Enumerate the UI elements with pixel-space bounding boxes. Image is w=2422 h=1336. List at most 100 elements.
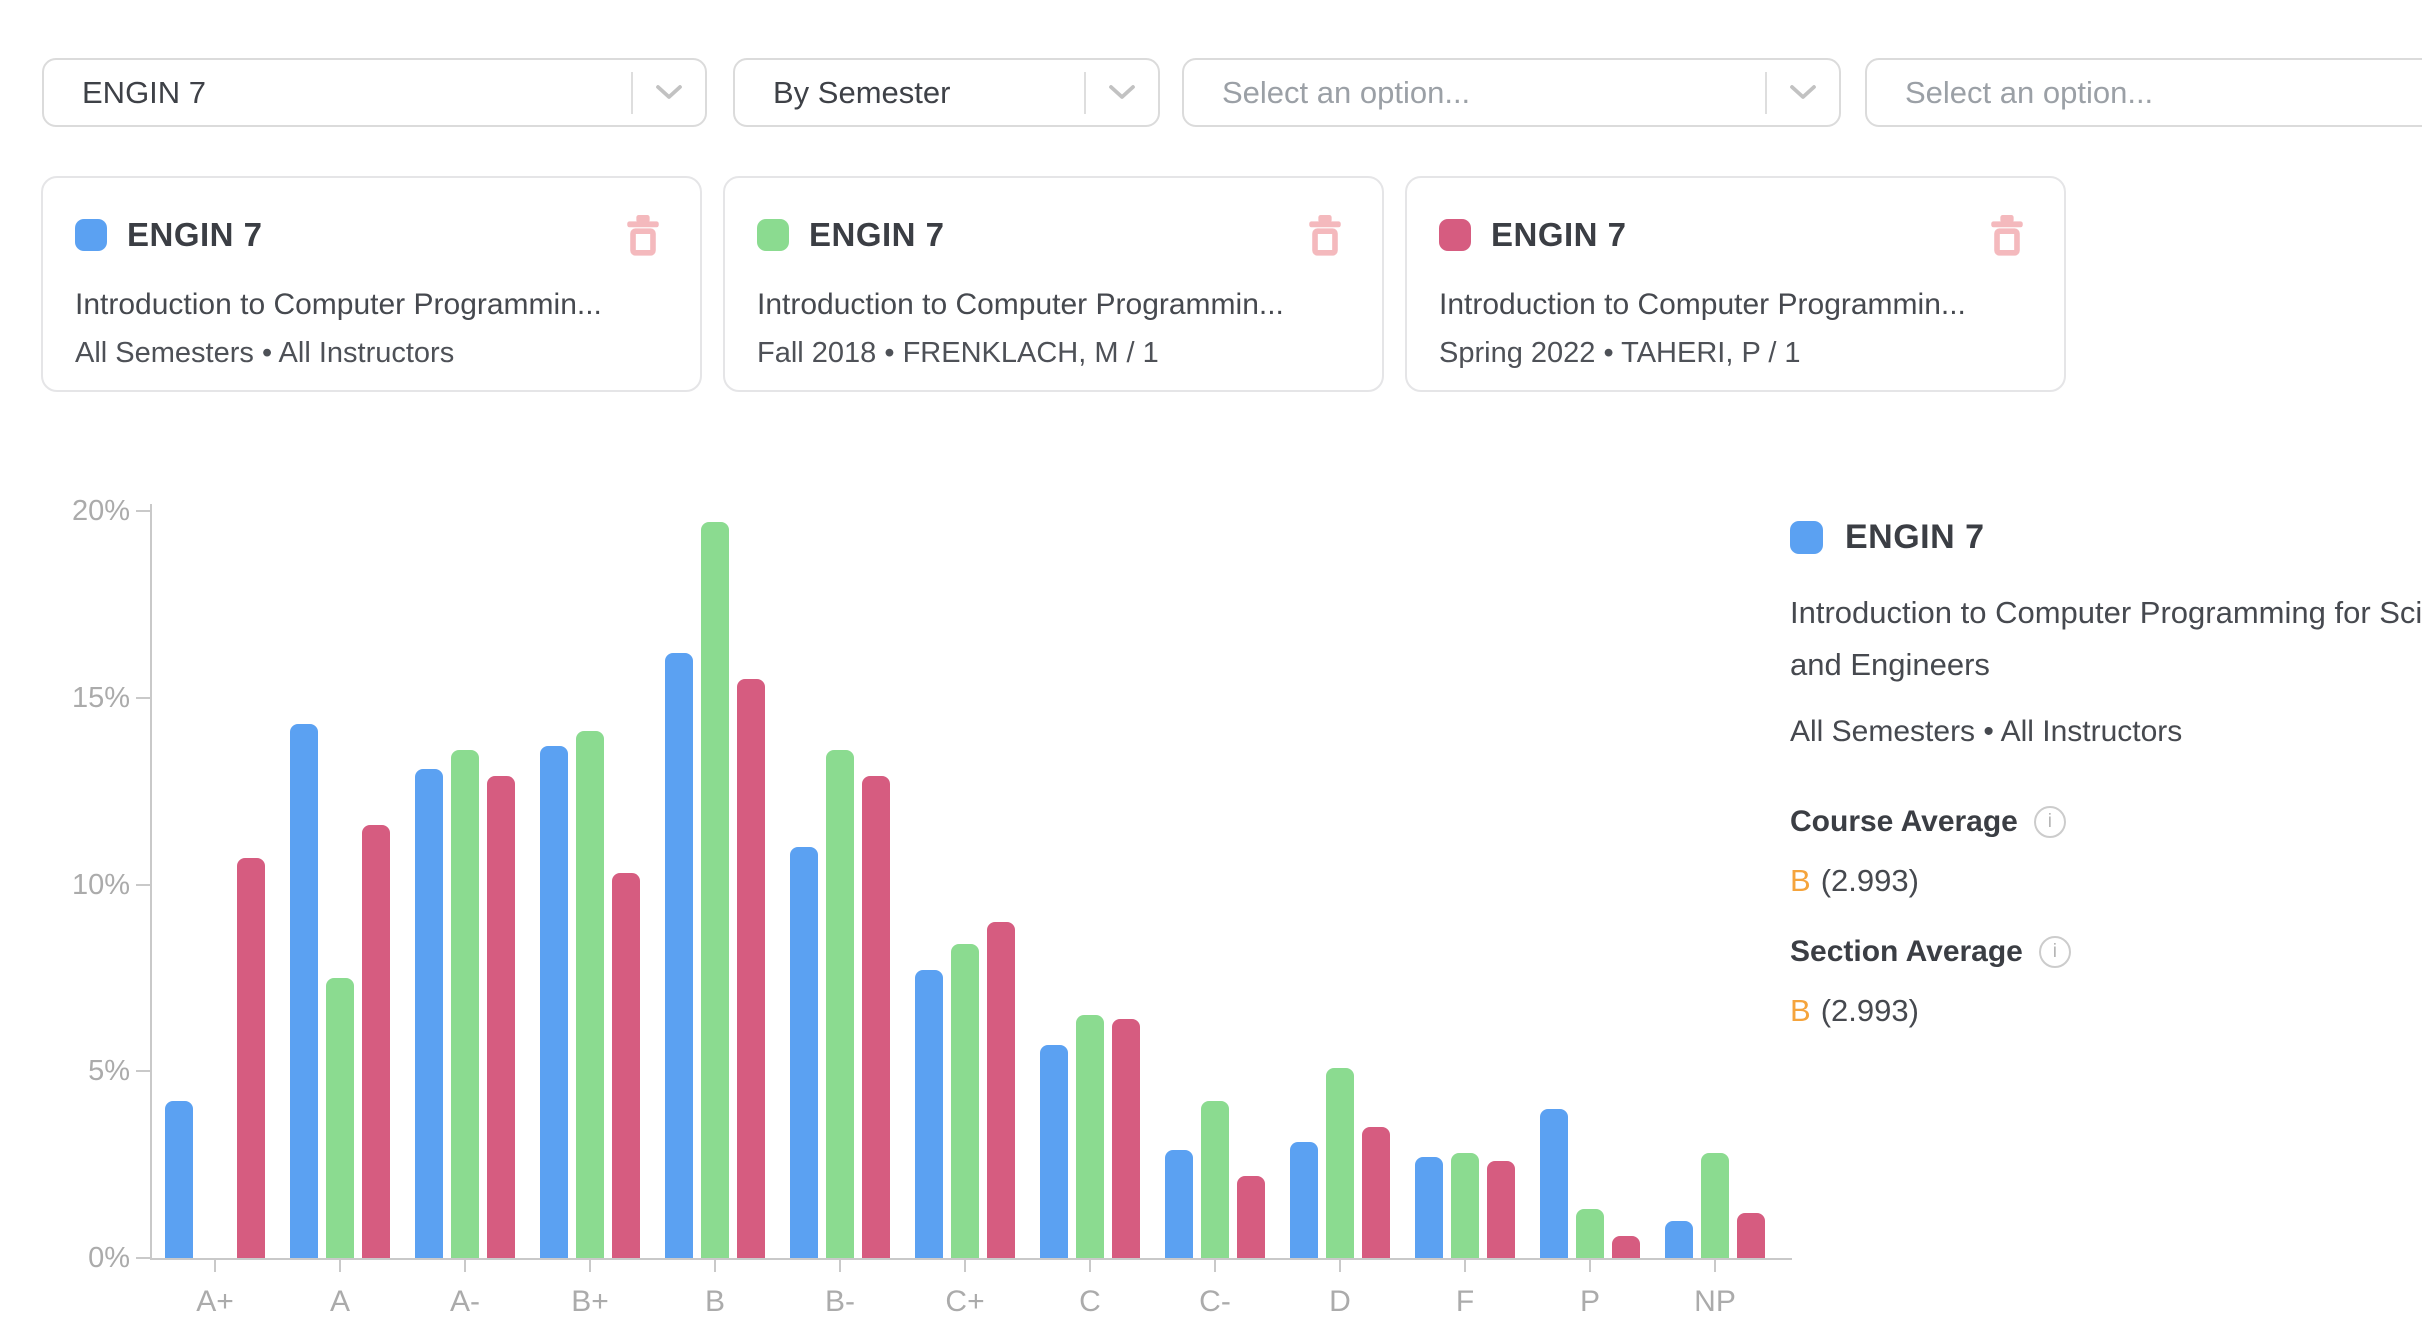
course-average-value: B (2.993)	[1790, 863, 2422, 899]
bar-F-series0[interactable]	[1415, 1157, 1443, 1258]
bar-C--series2[interactable]	[1237, 1176, 1265, 1258]
bar-A-series1[interactable]	[326, 978, 354, 1258]
course-filter-summary: Spring 2022 • TAHERI, P / 1	[1439, 337, 1801, 369]
bar-C--series1[interactable]	[1201, 1101, 1229, 1258]
y-axis-tick-label: 15%	[71, 681, 130, 714]
course-card-all-semesters[interactable]: ENGIN 7 Introduction to Computer Program…	[41, 176, 702, 392]
info-icon[interactable]: i	[2033, 806, 2066, 838]
x-axis-tick-label: P	[1579, 1285, 1600, 1318]
x-axis-tick	[964, 1260, 966, 1272]
bar-NP-series2[interactable]	[1737, 1213, 1765, 1258]
bar-B-series0[interactable]	[665, 653, 693, 1258]
section-average-grade-letter: B	[1790, 993, 1811, 1028]
x-axis-tick	[1214, 1260, 1216, 1272]
bar-A--series2[interactable]	[487, 776, 515, 1258]
course-code: ENGIN 7	[809, 216, 945, 253]
x-axis-tick-label: A+	[196, 1285, 234, 1318]
x-axis-tick	[1089, 1260, 1091, 1272]
trash-icon	[1986, 215, 2028, 261]
dropdown-divider	[1765, 71, 1767, 114]
bar-C--series0[interactable]	[1165, 1150, 1193, 1258]
x-axis-tick	[1589, 1260, 1591, 1272]
bar-NP-series0[interactable]	[1665, 1221, 1693, 1258]
y-axis-line	[150, 504, 152, 1260]
option-dropdown-1[interactable]: Select an option...	[1182, 58, 1841, 127]
y-axis-tick	[136, 883, 150, 886]
bar-C+-series0[interactable]	[915, 970, 943, 1258]
bar-C+-series2[interactable]	[987, 922, 1015, 1258]
chevron-down-icon[interactable]	[1086, 84, 1158, 101]
x-axis-tick-label: B-	[825, 1285, 855, 1318]
bar-A--series1[interactable]	[451, 750, 479, 1258]
bar-A-series0[interactable]	[290, 724, 318, 1258]
bar-B+-series1[interactable]	[576, 731, 604, 1258]
bar-F-series1[interactable]	[1451, 1153, 1479, 1258]
bar-C+-series1[interactable]	[951, 944, 979, 1258]
course-card-spring-2022[interactable]: ENGIN 7 Introduction to Computer Program…	[1405, 176, 2066, 392]
x-axis-tick	[464, 1260, 466, 1272]
bar-B--series2[interactable]	[862, 776, 890, 1258]
course-card-fall-2018[interactable]: ENGIN 7 Introduction to Computer Program…	[723, 176, 1384, 392]
course-code: ENGIN 7	[127, 216, 263, 253]
option-dropdown-2-placeholder: Select an option...	[1905, 74, 2154, 110]
y-axis-tick-label: 5%	[88, 1055, 130, 1088]
course-info-panel: ENGIN 7 Introduction to Computer Program…	[1790, 518, 2422, 1029]
option-dropdown-2[interactable]: Select an option...	[1865, 58, 2422, 127]
bar-C-series0[interactable]	[1040, 1045, 1068, 1258]
course-dropdown-value: ENGIN 7	[82, 74, 207, 110]
bar-C-series2[interactable]	[1112, 1019, 1140, 1258]
chevron-down-icon[interactable]	[633, 84, 705, 101]
bar-A--series0[interactable]	[415, 769, 443, 1258]
remove-course-button[interactable]	[1304, 212, 1346, 258]
bar-B+-series0[interactable]	[540, 746, 568, 1258]
course-card-header: ENGIN 7	[75, 212, 668, 258]
bar-B-series2[interactable]	[737, 679, 765, 1258]
bar-A+-series0[interactable]	[165, 1101, 193, 1258]
course-average-gpa: (2.993)	[1820, 863, 1919, 898]
course-full-title-line2: and Engineers	[1790, 647, 1990, 682]
bar-B-series1[interactable]	[701, 522, 729, 1258]
x-axis-tick	[839, 1260, 841, 1272]
course-card-header: ENGIN 7	[757, 212, 1350, 258]
course-title: Introduction to Computer Programmin...	[1439, 288, 1966, 321]
bar-P-series1[interactable]	[1576, 1209, 1604, 1258]
bar-C-series1[interactable]	[1076, 1015, 1104, 1258]
course-dropdown[interactable]: ENGIN 7	[42, 58, 707, 127]
dropdown-divider	[1084, 71, 1086, 114]
x-axis-tick	[214, 1260, 216, 1272]
bar-B--series0[interactable]	[790, 847, 818, 1258]
course-filter-summary: All Semesters • All Instructors	[1790, 715, 2183, 748]
y-axis-tick	[136, 696, 150, 699]
course-average-label-row: Course Average i	[1790, 805, 2422, 839]
course-title: Introduction to Computer Programmin...	[75, 288, 602, 321]
info-icon[interactable]: i	[2038, 936, 2071, 968]
bar-P-series2[interactable]	[1612, 1236, 1640, 1258]
course-filter-summary: All Semesters • All Instructors	[75, 337, 455, 369]
series-color-swatch	[1790, 521, 1823, 554]
bar-NP-series1[interactable]	[1701, 1153, 1729, 1258]
remove-course-button[interactable]	[622, 212, 664, 258]
bar-A+-series2[interactable]	[237, 858, 265, 1258]
remove-course-button[interactable]	[1986, 212, 2028, 258]
bar-P-series0[interactable]	[1540, 1109, 1568, 1258]
y-axis-tick-label: 10%	[71, 868, 130, 901]
x-axis-tick-label: A	[329, 1285, 350, 1318]
bar-A-series2[interactable]	[362, 825, 390, 1258]
x-axis-tick-label: A-	[450, 1285, 480, 1318]
course-average-grade-letter: B	[1790, 863, 1811, 898]
bar-F-series2[interactable]	[1487, 1161, 1515, 1258]
bar-D-series2[interactable]	[1362, 1127, 1390, 1258]
bar-D-series1[interactable]	[1326, 1068, 1354, 1258]
group-by-dropdown[interactable]: By Semester	[733, 58, 1160, 127]
x-axis-tick-label: C	[1079, 1285, 1101, 1318]
info-panel-header: ENGIN 7	[1790, 518, 2422, 557]
dropdown-divider	[631, 71, 633, 114]
x-axis-tick	[1339, 1260, 1341, 1272]
chevron-down-icon[interactable]	[1767, 84, 1839, 101]
bar-B+-series2[interactable]	[612, 873, 640, 1258]
option-dropdown-1-placeholder: Select an option...	[1222, 74, 1471, 110]
bar-B--series1[interactable]	[826, 750, 854, 1258]
bar-D-series0[interactable]	[1290, 1142, 1318, 1258]
x-axis-tick-label: C-	[1199, 1285, 1231, 1318]
